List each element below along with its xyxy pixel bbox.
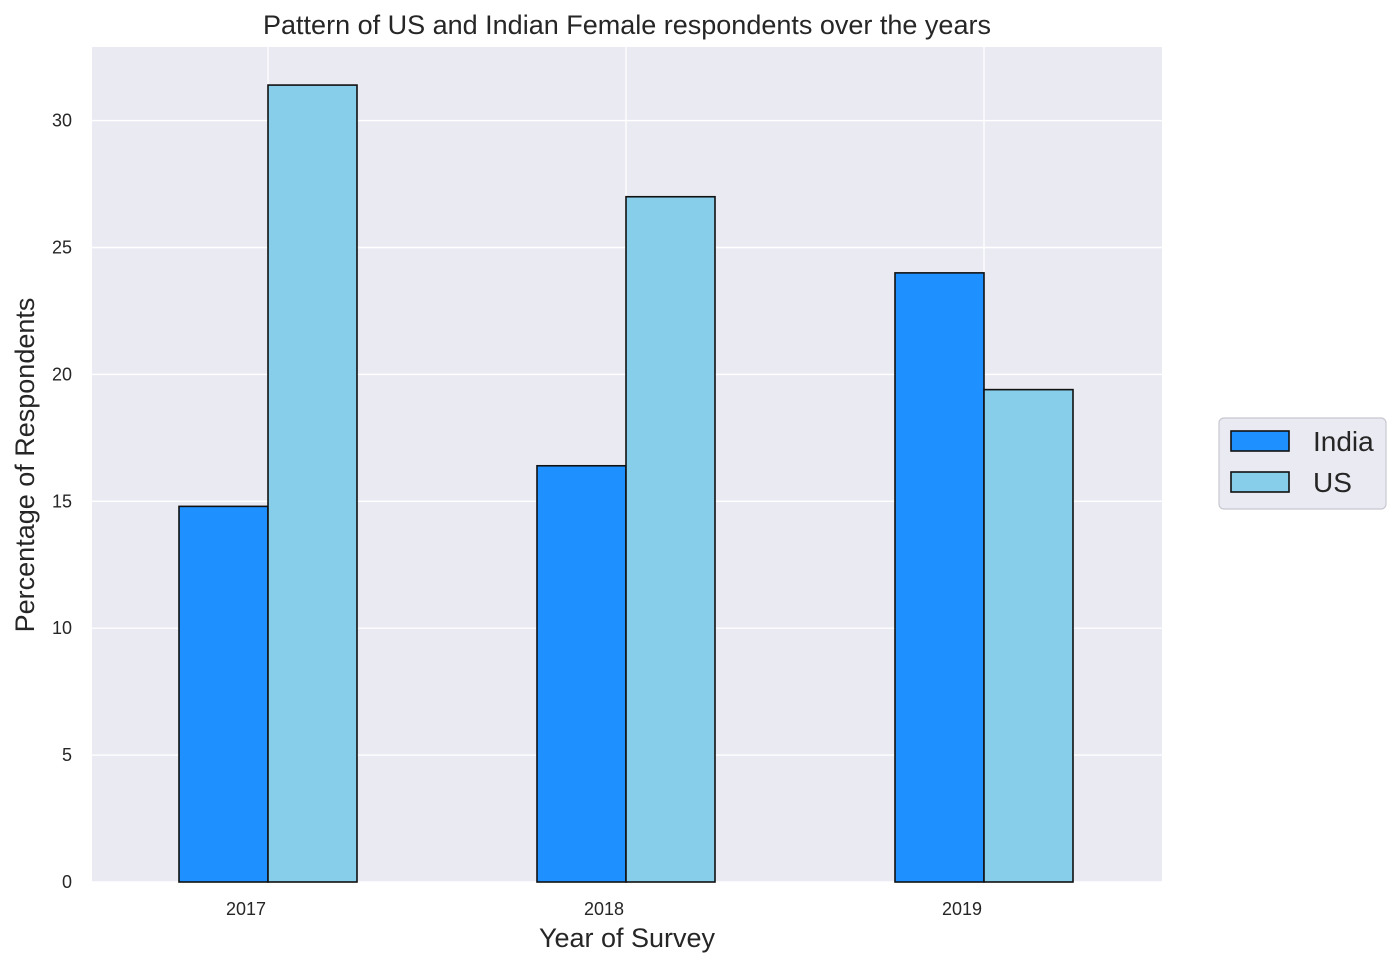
bar-india-2019 <box>894 272 985 883</box>
bar-india-2017 <box>178 505 269 883</box>
x-axis-title: Year of Survey <box>539 923 716 953</box>
y-tick-label: 20 <box>52 364 72 384</box>
legend-label-us: US <box>1313 467 1352 498</box>
legend-swatch-india <box>1230 430 1290 452</box>
x-tick-label: 2019 <box>942 899 982 919</box>
bars <box>178 84 1074 883</box>
chart-title: Pattern of US and Indian Female responde… <box>263 10 991 40</box>
x-tick-label: 2017 <box>226 899 266 919</box>
y-axis-title: Percentage of Respondents <box>10 298 40 633</box>
y-tick-label: 30 <box>52 111 72 131</box>
y-tick-labels: 0 5 10 15 20 25 30 <box>52 111 72 892</box>
x-tick-labels: 2017 2018 2019 <box>226 899 982 919</box>
bar-india-2018 <box>536 464 627 883</box>
legend-label-india: India <box>1313 426 1374 457</box>
legend: India US <box>1218 417 1387 510</box>
legend-swatch-us <box>1230 471 1290 493</box>
bar-us-2019 <box>983 388 1074 883</box>
bar-us-2017 <box>267 84 358 883</box>
y-tick-label: 15 <box>52 491 72 511</box>
bar-us-2018 <box>625 195 716 883</box>
x-tick-label: 2018 <box>584 899 624 919</box>
y-tick-label: 25 <box>52 238 72 258</box>
y-tick-label: 0 <box>62 872 72 892</box>
legend-items: India US <box>1230 426 1374 498</box>
y-tick-label: 5 <box>62 745 72 765</box>
y-tick-label: 10 <box>52 618 72 638</box>
